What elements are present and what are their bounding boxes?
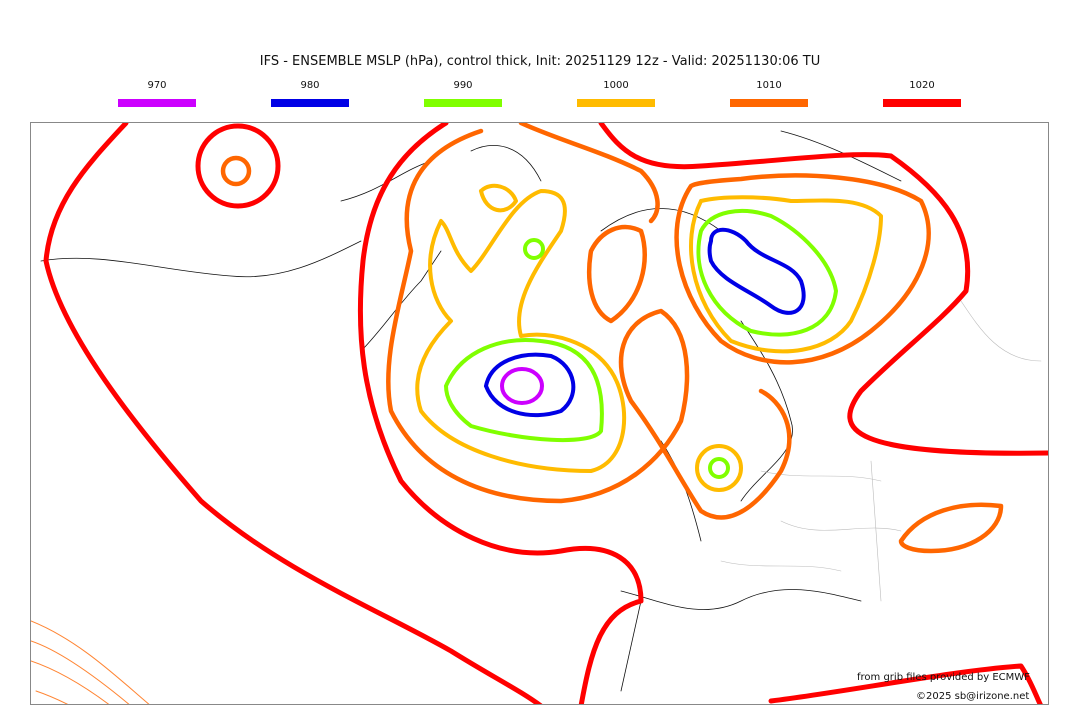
legend-label: 990 — [453, 80, 473, 91]
isobar-1020 — [43, 123, 1048, 704]
legend-item-990: 990 — [424, 80, 502, 107]
source-credit: from grib files provided by ECMWF — [857, 672, 1030, 683]
legend-swatch — [577, 99, 655, 107]
isobar-980 — [484, 227, 806, 418]
isobar-970 — [500, 367, 544, 405]
isobar-990 — [444, 209, 838, 479]
legend-item-980: 980 — [271, 80, 349, 107]
borders — [720, 300, 1042, 602]
legend-swatch — [730, 99, 808, 107]
legend-label: 1010 — [756, 80, 782, 91]
isobar-1000 — [415, 183, 883, 492]
legend-item-970: 970 — [118, 80, 196, 107]
legend-item-1010: 1010 — [730, 80, 808, 107]
legend-label: 980 — [300, 80, 320, 91]
ensemble-spread-sw — [31, 620, 150, 704]
isobar-1010 — [220, 123, 1004, 554]
legend-label: 1020 — [909, 80, 935, 91]
map-area — [30, 122, 1049, 705]
legend-label: 970 — [147, 80, 167, 91]
legend-item-1020: 1020 — [883, 80, 961, 107]
copyright: ©2025 sb@irizone.net — [916, 691, 1030, 702]
chart-title: IFS - ENSEMBLE MSLP (hPa), control thick… — [259, 54, 821, 69]
legend-swatch — [883, 99, 961, 107]
legend-swatch — [424, 99, 502, 107]
legend-item-1000: 1000 — [577, 80, 655, 107]
legend-label: 1000 — [603, 80, 629, 91]
legend-swatch — [271, 99, 349, 107]
legend-swatch — [118, 99, 196, 107]
